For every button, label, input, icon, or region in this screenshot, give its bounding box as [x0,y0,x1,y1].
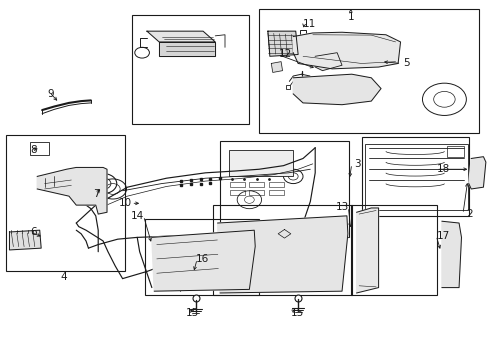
Polygon shape [293,74,380,105]
Bar [350,205,436,295]
Bar [268,190,283,195]
Text: 8: 8 [30,144,37,154]
Polygon shape [152,230,255,291]
Bar [259,9,478,134]
Text: 4: 4 [61,272,67,282]
Text: 11: 11 [303,19,316,29]
Polygon shape [315,53,341,71]
Bar [220,140,348,237]
Bar [268,182,283,187]
Polygon shape [468,157,485,189]
Bar [212,205,351,295]
Polygon shape [37,167,107,214]
Text: 1: 1 [347,12,353,22]
Text: 9: 9 [47,89,54,99]
Bar [5,135,125,271]
Bar [229,190,244,195]
Polygon shape [441,221,461,288]
Polygon shape [9,230,41,250]
Text: 7: 7 [93,189,100,199]
Text: 2: 2 [466,209,472,219]
Bar [446,146,463,157]
Bar [30,142,49,155]
Polygon shape [271,62,282,72]
Bar [228,149,293,176]
Text: 13: 13 [335,202,348,212]
Bar [365,144,467,211]
Text: 15: 15 [290,308,304,318]
Text: 6: 6 [30,227,37,237]
Polygon shape [159,42,215,56]
Polygon shape [147,31,215,42]
Text: 17: 17 [436,231,449,240]
Bar [132,15,249,125]
Text: 12: 12 [278,49,291,59]
Bar [144,220,259,295]
Text: 10: 10 [119,198,132,208]
Text: 3: 3 [353,159,360,169]
Text: 15: 15 [185,308,199,318]
Bar [444,225,457,286]
Bar [229,182,244,187]
Bar [249,182,264,187]
Text: 18: 18 [436,164,449,174]
Polygon shape [278,229,290,238]
Bar [249,190,264,195]
Polygon shape [356,208,378,293]
Polygon shape [293,32,400,69]
Text: 5: 5 [402,58,409,68]
Polygon shape [267,31,298,56]
Text: 14: 14 [131,211,144,221]
Polygon shape [217,216,347,293]
Text: 16: 16 [195,254,208,264]
Bar [361,137,468,216]
